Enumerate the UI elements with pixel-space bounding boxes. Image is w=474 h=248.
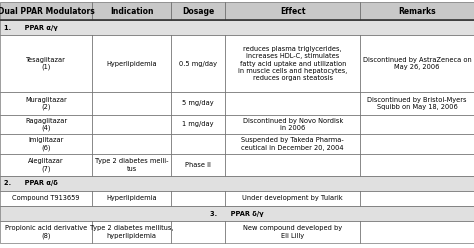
Text: Aleglitazar
(7): Aleglitazar (7): [28, 158, 64, 172]
Text: 5 mg/day: 5 mg/day: [182, 100, 214, 106]
Text: Indication: Indication: [110, 7, 153, 16]
Bar: [171, 191, 225, 206]
Text: Under development by Tularik: Under development by Tularik: [242, 195, 343, 201]
Bar: [92, 115, 171, 134]
Bar: [0, 35, 92, 92]
Bar: [0, 206, 474, 221]
Bar: [92, 191, 171, 206]
Text: Tesaglitazar
(1): Tesaglitazar (1): [26, 57, 66, 70]
Bar: [225, 134, 360, 154]
Text: Imiglitazar
(6): Imiglitazar (6): [28, 137, 64, 151]
Text: New compound developed by
Eli Lilly: New compound developed by Eli Lilly: [243, 225, 342, 239]
Text: Ragaglitazar
(4): Ragaglitazar (4): [25, 118, 67, 131]
Bar: [0, 115, 92, 134]
Bar: [225, 191, 360, 206]
Bar: [360, 92, 474, 115]
Bar: [360, 35, 474, 92]
Bar: [171, 2, 225, 20]
Text: Effect: Effect: [280, 7, 305, 16]
Bar: [0, 154, 92, 176]
Bar: [92, 134, 171, 154]
Bar: [0, 134, 92, 154]
Bar: [0, 191, 92, 206]
Text: Hyperlipidemia: Hyperlipidemia: [106, 195, 157, 201]
Bar: [0, 92, 92, 115]
Text: Remarks: Remarks: [398, 7, 436, 16]
Text: Discontinued by Novo Nordisk
in 2006: Discontinued by Novo Nordisk in 2006: [243, 118, 343, 131]
Bar: [92, 221, 171, 243]
Bar: [0, 221, 92, 243]
Text: Propionic acid derivative
(8): Propionic acid derivative (8): [5, 225, 87, 239]
Text: 1 mg/day: 1 mg/day: [182, 122, 214, 127]
Bar: [0, 176, 474, 191]
Text: Hyperlipidemia: Hyperlipidemia: [106, 61, 157, 66]
Text: Dosage: Dosage: [182, 7, 214, 16]
Text: Suspended by Takeda Pharma-
ceutical in December 20, 2004: Suspended by Takeda Pharma- ceutical in …: [241, 137, 344, 151]
Text: Type 2 diabetes melli-
tus: Type 2 diabetes melli- tus: [95, 158, 168, 172]
Bar: [225, 2, 360, 20]
Bar: [360, 2, 474, 20]
Text: reduces plasma triglycerides,
increases HDL-C, stimulates
fatty acid uptake and : reduces plasma triglycerides, increases …: [238, 46, 347, 81]
Text: 0.5 mg/day: 0.5 mg/day: [179, 61, 217, 66]
Bar: [360, 115, 474, 134]
Bar: [92, 2, 171, 20]
Bar: [225, 35, 360, 92]
Bar: [171, 154, 225, 176]
Text: Phase II: Phase II: [185, 162, 211, 168]
Bar: [171, 92, 225, 115]
Bar: [171, 134, 225, 154]
Bar: [92, 154, 171, 176]
Bar: [0, 20, 474, 35]
Text: Discontinued by Bristol-Myers
Squibb on May 18, 2006: Discontinued by Bristol-Myers Squibb on …: [367, 97, 467, 110]
Bar: [360, 134, 474, 154]
Bar: [225, 154, 360, 176]
Bar: [0, 2, 92, 20]
Text: Compound T913659: Compound T913659: [12, 195, 80, 201]
Text: Discontinued by AstraZeneca on
May 26, 2006: Discontinued by AstraZeneca on May 26, 2…: [363, 57, 472, 70]
Bar: [171, 221, 225, 243]
Bar: [360, 154, 474, 176]
Text: 1.      PPAR α/γ: 1. PPAR α/γ: [4, 25, 57, 31]
Bar: [225, 221, 360, 243]
Bar: [92, 92, 171, 115]
Text: Dual PPAR Modulators: Dual PPAR Modulators: [0, 7, 95, 16]
Text: 3.      PPAR δ/γ: 3. PPAR δ/γ: [210, 211, 264, 217]
Bar: [92, 35, 171, 92]
Bar: [360, 221, 474, 243]
Bar: [171, 115, 225, 134]
Bar: [225, 92, 360, 115]
Text: Type 2 diabetes mellitus,
hyperlipidemia: Type 2 diabetes mellitus, hyperlipidemia: [90, 225, 173, 239]
Text: Muraglitazar
(2): Muraglitazar (2): [25, 97, 67, 110]
Bar: [360, 191, 474, 206]
Bar: [225, 115, 360, 134]
Text: 2.      PPAR α/δ: 2. PPAR α/δ: [4, 181, 57, 186]
Bar: [171, 35, 225, 92]
